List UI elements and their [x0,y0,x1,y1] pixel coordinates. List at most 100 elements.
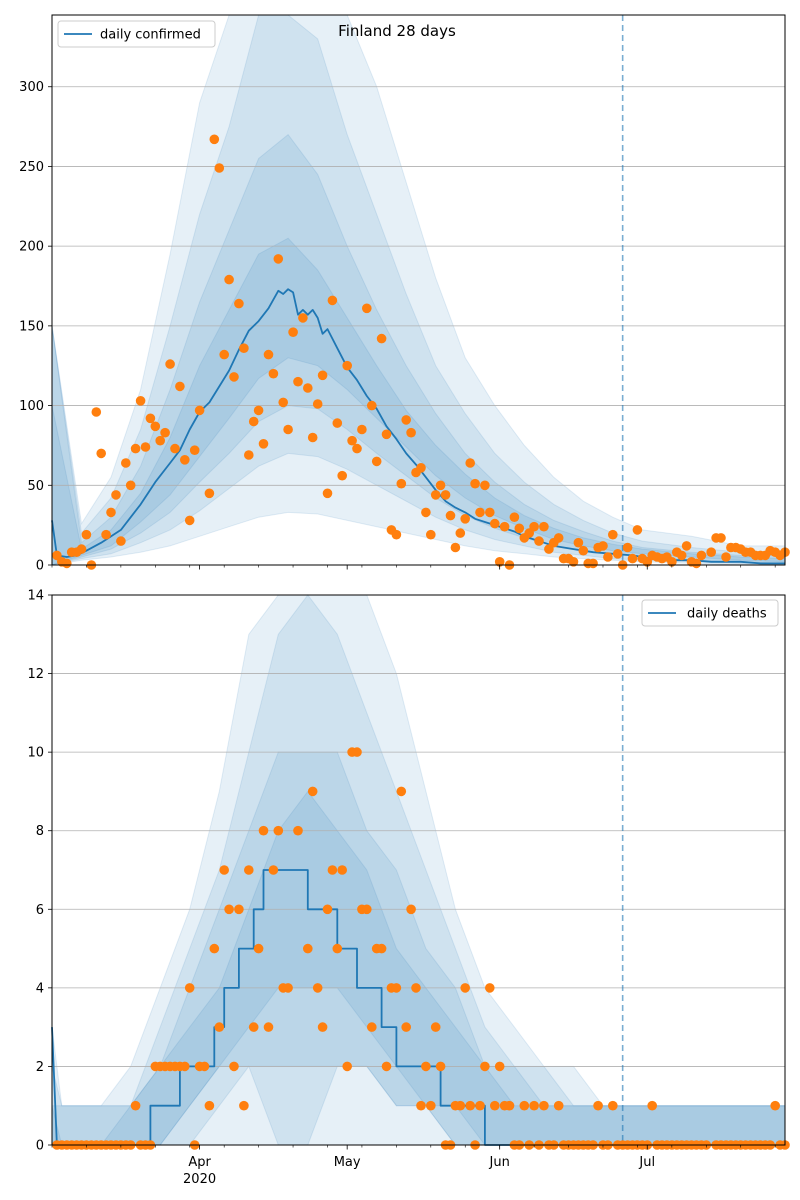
confirmed-data-point [352,443,362,454]
deaths-data-point [239,1100,249,1111]
confirmed-data-point [135,396,146,406]
confirmed-data-point [553,533,564,543]
confirmed-plot-frame [51,14,786,566]
deaths-data-point [204,1100,215,1111]
confirmed-data-point [465,458,476,468]
confirmed-chart-panel: 0 50 100 150 200 250 300 Finland 28 days daily… [19,14,790,574]
confirmed-data-point [165,359,175,369]
confirmed-data-point [534,536,544,546]
deaths-data-point [401,1022,412,1032]
deaths-legend-box [641,599,779,627]
confirmed-data-point [376,333,387,344]
deaths-y-tick-label: 10 [27,746,44,761]
confirmed-data-point [140,442,151,452]
confirmed-data-point [514,523,525,534]
confirmed-data-point [322,488,333,499]
deaths-data-point [199,1061,210,1072]
deaths-data-point [219,865,229,875]
confirmed-data-point [342,360,353,371]
confirmed-y-tick-label: 50 [27,479,44,494]
confirmed-data-point [293,376,303,387]
confirmed-data-point [667,557,677,567]
confirmed-data-point [258,439,269,449]
deaths-data-point [435,1061,446,1072]
confirmed-data-point [239,343,249,354]
confirmed-data-point [440,490,451,500]
deaths-data-point [529,1100,539,1111]
confirmed-y-tick-label: 300 [19,80,44,95]
confirmed-legend-box [57,20,216,48]
confirmed-data-point [317,370,328,381]
confirmed-data-point [278,397,289,408]
confirmed-data-point [184,515,195,526]
deaths-data-point [327,865,338,875]
confirmed-data-point [406,427,416,438]
deaths-data-point [539,1100,549,1111]
confirmed-data-point [627,553,638,564]
deaths-x-tick-label: Jul [638,1155,655,1170]
confirmed-data-point [490,518,500,529]
chart-title: Finland 28 days [338,22,456,40]
deaths-legend-label: daily deaths [687,607,767,622]
confirmed-data-point [219,349,229,360]
confirmed-data-point [283,424,293,435]
confirmed-data-point [578,545,589,556]
confirmed-data-point [367,400,377,411]
deaths-data-point [244,865,254,875]
deaths-data-point [332,943,343,954]
confirmed-data-point [455,528,466,538]
deaths-data-point [367,1022,377,1032]
confirmed-data-point [303,383,313,393]
deaths-data-point [229,1061,239,1072]
deaths-data-point [130,1100,141,1111]
confirmed-data-point [130,443,141,454]
confirmed-data-point [268,368,279,379]
confirmed-data-point [676,550,687,561]
confirmed-data-point [430,490,441,500]
confirmed-data-point [494,557,505,567]
deaths-data-point [608,1100,618,1111]
confirmed-data-point [91,407,102,417]
deaths-data-point [411,983,421,993]
confirmed-data-point [357,424,367,435]
deaths-data-point [376,943,387,954]
confirmed-data-point [696,550,707,561]
deaths-y-tick-label: 14 [27,589,44,604]
confirmed-data-point [81,529,92,540]
deaths-data-point [322,904,333,915]
confirmed-data-point [155,435,165,446]
confirmed-data-point [485,507,495,518]
confirmed-data-point [573,537,584,548]
confirmed-data-point [721,552,731,562]
deaths-data-point [342,1061,353,1072]
deaths-data-point [504,1100,515,1111]
deaths-data-point [312,983,323,993]
deaths-data-point [268,865,279,875]
confirmed-data-point [145,413,156,424]
confirmed-data-point [111,490,121,500]
confirmed-data-point [248,416,259,427]
deaths-x-tick-label: May [334,1155,361,1170]
confirmed-data-point [229,372,239,382]
deaths-data-point [485,983,495,993]
confirmed-data-point [224,274,234,285]
deaths-data-point [258,825,269,836]
deaths-y-tick-label: 6 [36,903,44,918]
confirmed-y-axis: 0 50 100 150 200 250 300 [19,80,52,574]
deaths-y-tick-label: 8 [36,824,44,839]
confirmed-data-point [204,488,215,499]
deaths-data-point [455,1100,466,1111]
deaths-data-point [396,786,407,797]
deaths-data-point [416,1100,426,1111]
deaths-data-point [224,904,234,915]
confirmed-data-point [209,134,220,145]
confirmed-data-point [362,303,372,314]
deaths-data-point [465,1100,476,1111]
deaths-data-point [273,825,284,836]
confirmed-data-point [62,558,72,569]
confirmed-data-point [175,381,185,392]
deaths-data-point [303,943,313,954]
confirmed-data-point [307,432,318,443]
confirmed-data-point [150,421,161,432]
